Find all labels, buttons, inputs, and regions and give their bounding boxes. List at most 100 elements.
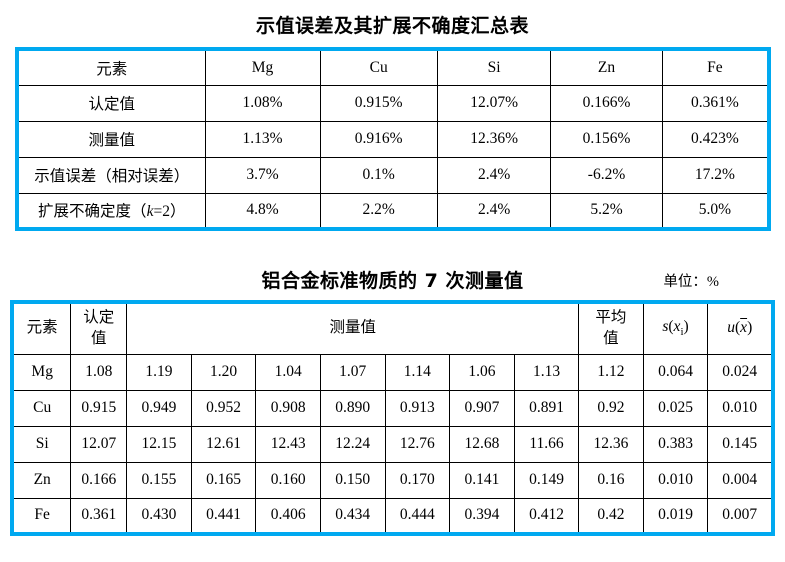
value-cell: 0.434 [319,497,386,535]
mean-cell: 0.16 [578,461,644,499]
element-cell: Cu [11,389,72,427]
row-label-cell: 测量值 [16,120,206,158]
t1-header-zn: Zn [550,48,663,86]
t2-header-element: 元素 [11,301,72,355]
value-cell: 1.06 [449,353,515,391]
t2-header-uncertainty: u(x) [707,301,774,355]
value-cell: 1.04 [255,353,321,391]
value-cell: 0.915% [319,84,438,122]
t1-header-si: Si [436,48,552,86]
value-cell: 12.36% [436,120,552,158]
unit-label: 单位：% [663,274,719,290]
value-cell: 5.0% [661,192,770,230]
value-cell: 1.19 [126,353,192,391]
stddev-cell: 0.383 [642,425,709,463]
value-cell: 0.430 [126,497,192,535]
value-cell: 3.7% [204,156,321,194]
certified-cell: 0.915 [70,389,128,427]
t2-header-certified: 认定值 [70,301,128,355]
certified-cell: 1.08 [70,353,128,391]
value-cell: 1.13 [513,353,580,391]
t1-header-element: 元素 [16,48,206,86]
table-row: 认定值 1.08% 0.915% 12.07% 0.166% 0.361% [16,84,770,122]
row-label-cell: 示值误差（相对误差） [16,156,206,194]
value-cell: 0.949 [126,389,192,427]
value-cell: 0.913 [384,389,451,427]
value-cell: 0.890 [319,389,386,427]
t2-header-stddev: s(xi) [642,301,709,355]
t2-header-row: 元素 认定值 测量值 平均值 s(xi) u(x) [11,301,774,355]
certified-cell: 12.07 [70,425,128,463]
value-cell: 2.4% [436,192,552,230]
mean-cell: 12.36 [578,425,644,463]
value-cell: 0.916% [319,120,438,158]
t1-header-row: 元素 Mg Cu Si Zn Fe [16,48,770,86]
element-cell: Zn [11,461,72,499]
value-cell: 12.76 [384,425,451,463]
value-cell: 0.907 [449,389,515,427]
value-cell: 0.423% [661,120,770,158]
value-cell: 0.150 [319,461,386,499]
uncertainty-cell: 0.145 [707,425,774,463]
value-cell: 0.156% [550,120,663,158]
t1-header-fe: Fe [661,48,770,86]
value-cell: 0.165 [190,461,257,499]
table-row: 示值误差（相对误差） 3.7% 0.1% 2.4% -6.2% 17.2% [16,156,770,194]
value-cell: 12.07% [436,84,552,122]
value-cell: 0.149 [513,461,580,499]
uncertainty-cell: 0.004 [707,461,774,499]
table-row: Zn 0.166 0.155 0.165 0.160 0.150 0.170 0… [11,461,774,499]
value-cell: 5.2% [550,192,663,230]
value-cell: 4.8% [204,192,321,230]
table-row: Si 12.07 12.15 12.61 12.43 12.24 12.76 1… [11,425,774,463]
value-cell: 0.406 [255,497,321,535]
t2-header-mean: 平均值 [578,301,644,355]
mean-cell: 1.12 [578,353,644,391]
mean-cell: 0.92 [578,389,644,427]
element-cell: Si [11,425,72,463]
table2-title: 铝合金标准物质的 7 次测量值 [261,270,524,292]
value-cell: 1.08% [204,84,321,122]
value-cell: 0.166% [550,84,663,122]
stddev-cell: 0.064 [642,353,709,391]
document-page: 示值误差及其扩展不确度汇总表 元素 Mg Cu Si Zn Fe 认定值 1.0… [10,15,775,536]
value-cell: 0.141 [449,461,515,499]
value-cell: 12.24 [319,425,386,463]
t1-header-cu: Cu [319,48,438,86]
value-cell: 0.444 [384,497,451,535]
t1-header-mg: Mg [204,48,321,86]
row-label-cell: 认定值 [16,84,206,122]
table-row: Mg 1.08 1.19 1.20 1.04 1.07 1.14 1.06 1.… [11,353,774,391]
certified-cell: 0.166 [70,461,128,499]
value-cell: 11.66 [513,425,580,463]
table-row: Cu 0.915 0.949 0.952 0.908 0.890 0.913 0… [11,389,774,427]
table-row: 扩展不确定度（k=2） 4.8% 2.2% 2.4% 5.2% 5.0% [16,192,770,230]
element-cell: Mg [11,353,72,391]
value-cell: 0.412 [513,497,580,535]
table-row: Fe 0.361 0.430 0.441 0.406 0.434 0.444 0… [11,497,774,535]
value-cell: 1.07 [319,353,386,391]
measurements-table: 元素 认定值 测量值 平均值 s(xi) u(x) Mg 1.08 1.19 1… [10,300,775,536]
uncertainty-cell: 0.024 [707,353,774,391]
stddev-cell: 0.025 [642,389,709,427]
value-cell: 0.908 [255,389,321,427]
value-cell: 0.952 [190,389,257,427]
value-cell: 0.1% [319,156,438,194]
value-cell: 0.170 [384,461,451,499]
value-cell: 1.20 [190,353,257,391]
table-row: 测量值 1.13% 0.916% 12.36% 0.156% 0.423% [16,120,770,158]
error-summary-table: 元素 Mg Cu Si Zn Fe 认定值 1.08% 0.915% 12.07… [15,47,771,231]
row-label-cell: 扩展不确定度（k=2） [16,192,206,230]
element-cell: Fe [11,497,72,535]
value-cell: 12.61 [190,425,257,463]
value-cell: 0.891 [513,389,580,427]
value-cell: 2.2% [319,192,438,230]
uncertainty-cell: 0.010 [707,389,774,427]
certified-cell: 0.361 [70,497,128,535]
value-cell: 12.68 [449,425,515,463]
value-cell: 1.14 [384,353,451,391]
stddev-cell: 0.019 [642,497,709,535]
value-cell: 0.394 [449,497,515,535]
value-cell: 0.441 [190,497,257,535]
value-cell: 0.361% [661,84,770,122]
